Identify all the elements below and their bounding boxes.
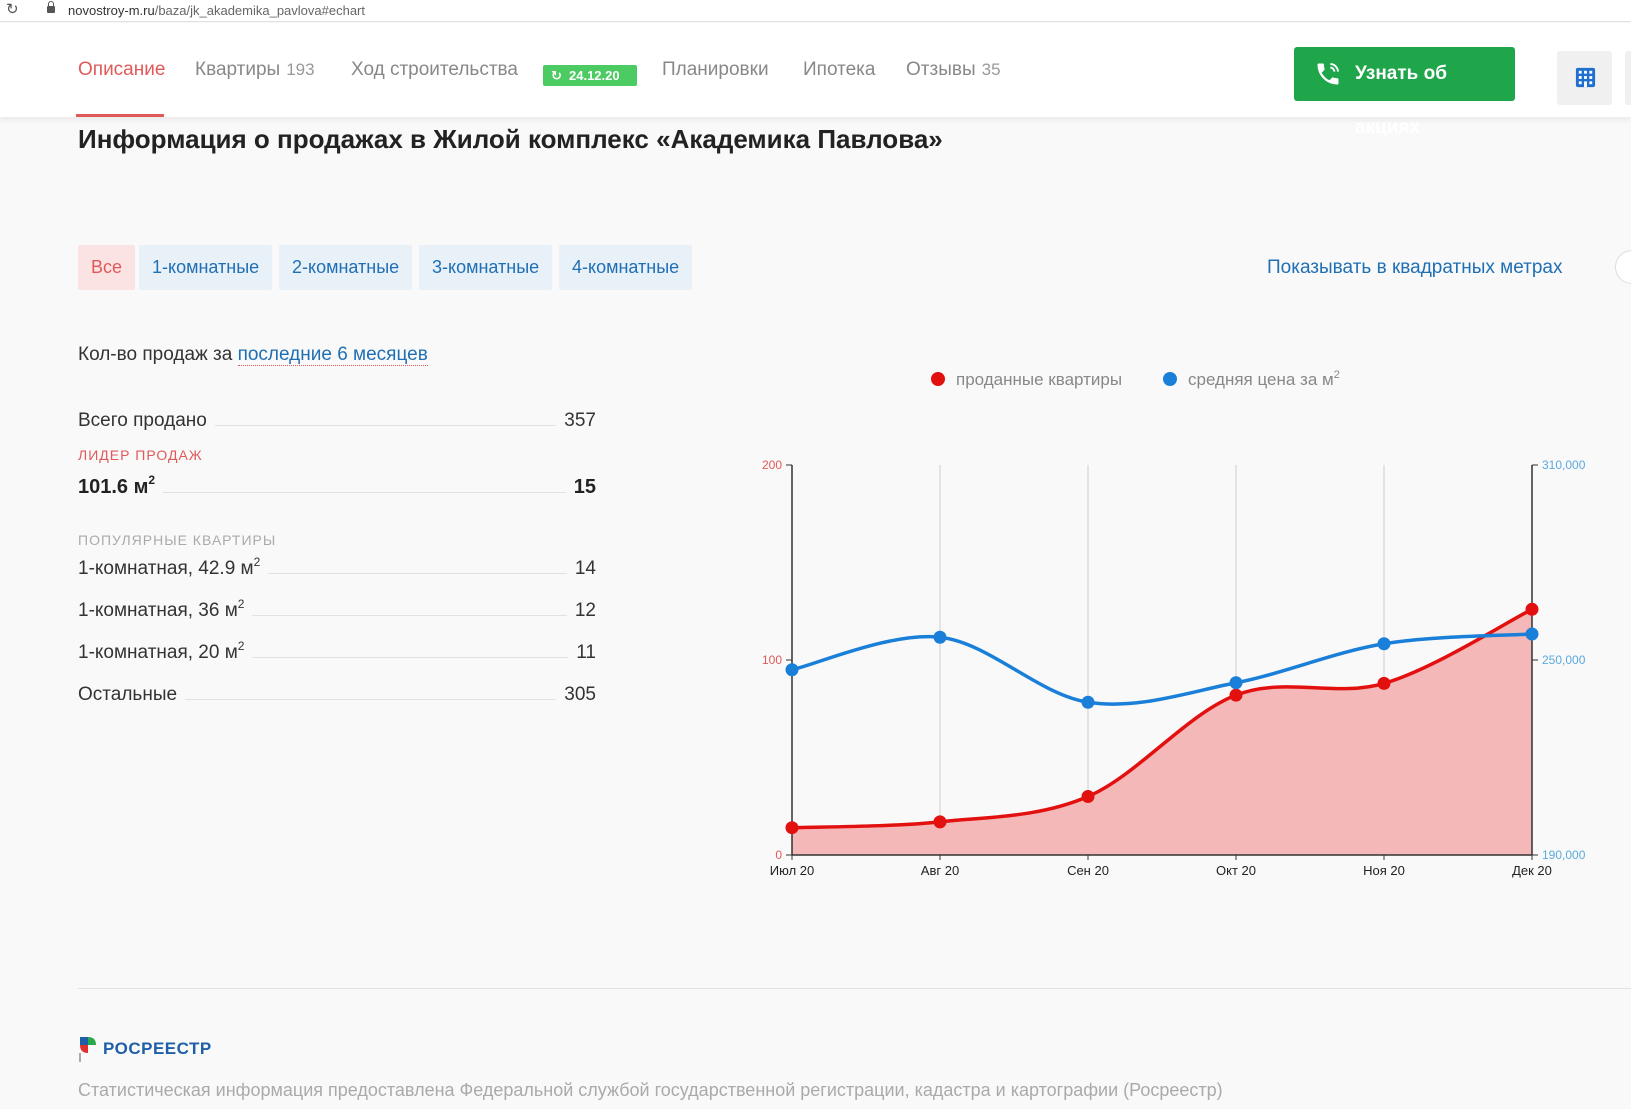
tab-layouts[interactable]: Планировки xyxy=(662,59,769,80)
filter-all[interactable]: Все xyxy=(78,245,136,290)
data-point xyxy=(1229,688,1243,702)
more-button[interactable] xyxy=(1625,51,1631,105)
address-bar[interactable]: ↻ novostroy-m.ru/baza/jk_akademika_pavlo… xyxy=(0,0,1631,22)
y-right-tick-label: 190,000 xyxy=(1542,848,1586,862)
url-text[interactable]: novostroy-m.ru/baza/jk_akademika_pavlova… xyxy=(68,3,366,18)
period-link[interactable]: последние 6 месяцев xyxy=(237,344,428,366)
source-note: Статистическая информация предоставлена … xyxy=(78,1080,1223,1100)
square-meters-switch[interactable] xyxy=(1615,250,1631,284)
series-line xyxy=(791,607,1533,830)
filter-3-room[interactable]: 3-комнатные xyxy=(419,245,553,290)
x-tick-label: Ноя 20 xyxy=(1363,863,1405,878)
page-title: Информация о продажах в Жилой комплекс «… xyxy=(78,124,943,154)
reload-icon[interactable]: ↻ xyxy=(6,1,19,18)
tab-mortgage[interactable]: Ипотека xyxy=(803,59,876,80)
active-tab-indicator xyxy=(76,114,164,117)
sales-leader-row: 101.6 м2 15 xyxy=(78,473,596,498)
sales-chart: проданные квартиры средняя цена за м2 0 100… xyxy=(762,369,1586,878)
x-tick-label: Дек 20 xyxy=(1512,863,1552,878)
data-point xyxy=(933,630,947,644)
tab-description[interactable]: Описание xyxy=(78,59,166,80)
tab-apartments[interactable]: Квартиры 193 xyxy=(195,59,315,80)
construction-date-badge: ↻ 24.12.20 xyxy=(543,65,637,86)
building-icon xyxy=(1575,67,1596,88)
reviews-count: 35 xyxy=(981,60,1001,79)
data-point xyxy=(933,815,947,829)
rest-row: Остальные 305 xyxy=(78,684,596,705)
data-point xyxy=(1525,602,1539,616)
sync-icon: ↻ xyxy=(551,68,562,83)
phone-icon xyxy=(1317,63,1339,85)
data-point xyxy=(785,663,799,677)
filter-4-room[interactable]: 4-комнатные xyxy=(559,245,693,290)
x-tick-label: Окт 20 xyxy=(1216,863,1256,878)
footer-divider xyxy=(78,988,1631,989)
tab-construction[interactable]: Ход строительства xyxy=(351,59,518,80)
apartments-count: 193 xyxy=(286,60,315,79)
legend-marker xyxy=(1163,372,1177,386)
sales-leader-caption: ЛИДЕР ПРОДАЖ xyxy=(78,447,203,463)
series-area xyxy=(792,609,1532,855)
rosreestr-emblem-icon xyxy=(79,1037,96,1062)
popular-row: 1-комнатная, 42.9 м2 14 xyxy=(78,555,596,579)
series-line xyxy=(791,632,1533,706)
total-sold-row: Всего продано 357 xyxy=(78,410,596,431)
y-right-tick-label: 310,000 xyxy=(1542,458,1586,472)
data-point xyxy=(1377,676,1391,690)
popular-apartments-caption: ПОПУЛЯРНЫЕ КВАРТИРЫ xyxy=(78,532,277,548)
data-point xyxy=(1081,790,1095,803)
popular-row: 1-комнатная, 20 м2 11 xyxy=(78,639,596,663)
y-left-tick-label: 0 xyxy=(775,848,782,862)
data-point xyxy=(1229,676,1243,690)
promotions-button[interactable]: Узнать об акциях xyxy=(1294,47,1515,138)
y-right-tick-label: 250,000 xyxy=(1542,653,1586,667)
building-chess-button[interactable] xyxy=(1557,51,1612,105)
data-point xyxy=(1525,627,1539,641)
legend-label: средняя цена за м2 xyxy=(1188,369,1340,389)
y-left-tick-label: 100 xyxy=(762,653,782,667)
tab-reviews[interactable]: Отзывы 35 xyxy=(906,59,1001,80)
square-meters-toggle-label[interactable]: Показывать в квадратных метрах xyxy=(1267,257,1563,278)
filter-1-room[interactable]: 1-комнатные xyxy=(139,245,273,290)
x-tick-label: Сен 20 xyxy=(1067,863,1109,878)
filter-2-room[interactable]: 2-комнатные xyxy=(279,245,413,290)
x-tick-label: Авг 20 xyxy=(921,863,959,878)
legend-marker xyxy=(931,372,945,386)
x-tick-label: Июл 20 xyxy=(770,863,814,878)
data-point xyxy=(1081,695,1095,709)
period-selector: Кол-во продаж за последние 6 месяцев xyxy=(78,344,428,366)
legend-label: проданные квартиры xyxy=(956,370,1122,389)
data-point xyxy=(1377,637,1391,651)
y-left-tick-label: 200 xyxy=(762,458,782,472)
popular-row: 1-комнатная, 36 м2 12 xyxy=(78,597,596,621)
lock-icon xyxy=(47,1,55,13)
data-point xyxy=(785,821,799,835)
section-nav: Описание Квартиры 193 Ход строительства ↻… xyxy=(0,23,1631,138)
